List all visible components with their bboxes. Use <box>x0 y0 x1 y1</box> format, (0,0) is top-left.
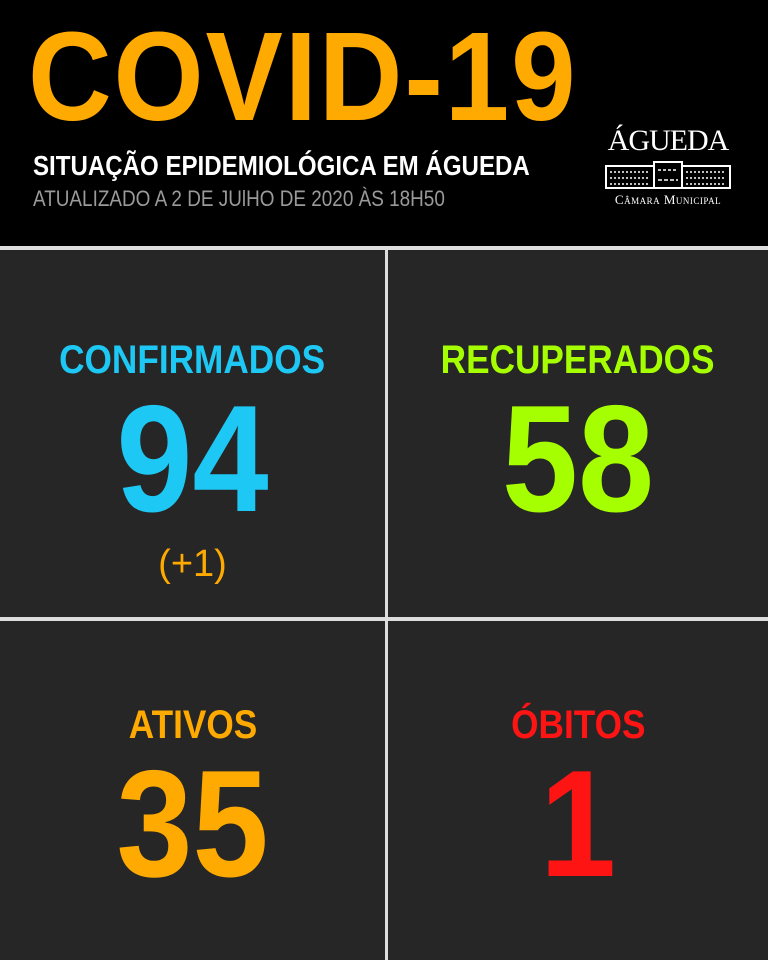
stat-value: 58 <box>501 374 655 544</box>
town-hall-building-icon <box>605 161 731 189</box>
page-title: COVID-19 <box>28 6 578 147</box>
header: COVID-19 SITUAÇÃO EPIDEMIOLÓGICA EM ÁGUE… <box>0 0 768 246</box>
stat-delta: (+1) <box>158 543 227 585</box>
stat-label: RECUPERADOS <box>441 338 715 382</box>
stat-deaths: ÓBITOS 1 <box>388 621 768 960</box>
updated-timestamp: ATUALIZADO A 2 DE JUlHO DE 2020 ÀS 18H50 <box>33 186 445 211</box>
stat-label: CONFIRMADOS <box>59 338 326 382</box>
divider <box>0 617 768 621</box>
stat-active: ATIVOS 35 <box>0 621 385 960</box>
stat-label: ATIVOS <box>128 703 257 747</box>
stat-label: ÓBITOS <box>510 703 646 747</box>
stat-recovered: RECUPERADOS 58 <box>388 250 768 617</box>
logo-name: ÁGUEDA <box>607 124 730 157</box>
stat-value: 1 <box>539 739 617 909</box>
stat-confirmed: CONFIRMADOS 94 (+1) <box>0 250 385 617</box>
divider <box>385 250 388 960</box>
logo-caption: Câmara Municipal <box>614 192 722 207</box>
stat-value: 35 <box>116 739 269 909</box>
subtitle: SITUAÇÃO EPIDEMIOLÓGICA EM ÁGUEDA <box>33 150 530 181</box>
divider <box>0 246 768 250</box>
stat-value: 94 <box>116 374 269 544</box>
municipality-logo: ÁGUEDA Câmara Municipal <box>600 124 736 208</box>
